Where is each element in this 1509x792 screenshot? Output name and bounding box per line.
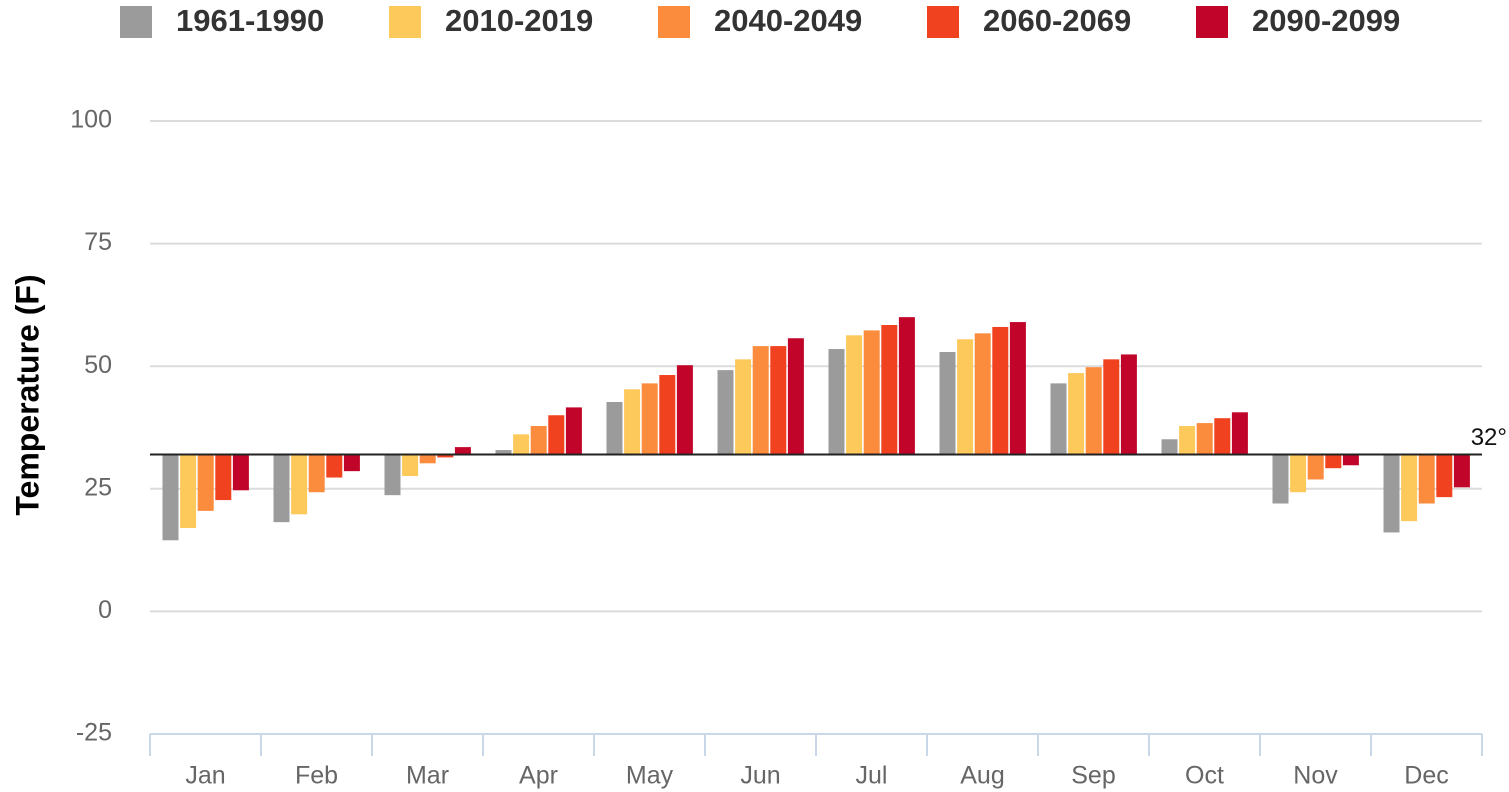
bar — [343, 454, 360, 472]
y-tick-label: 50 — [84, 351, 112, 379]
legend-swatch — [120, 6, 152, 38]
x-tick-label: Dec — [1404, 762, 1448, 790]
bar — [735, 359, 752, 455]
x-tick-label: Mar — [406, 762, 449, 790]
bar — [939, 351, 956, 455]
bar — [606, 401, 623, 455]
x-tick-label: May — [626, 762, 674, 790]
bar — [1161, 439, 1178, 455]
baseline-label: 32° — [1471, 424, 1507, 451]
bar — [326, 454, 343, 478]
bar — [273, 454, 290, 523]
bar — [752, 346, 769, 455]
legend-label: 2040-2049 — [714, 3, 862, 38]
legend-label: 2090-2099 — [1252, 3, 1400, 38]
bar — [957, 339, 974, 455]
bar — [1103, 359, 1120, 455]
bar — [1401, 454, 1418, 522]
bar — [180, 454, 197, 529]
bar — [308, 454, 325, 493]
bar — [863, 330, 880, 455]
bar — [1179, 426, 1196, 455]
bar — [1231, 412, 1248, 455]
bar — [846, 335, 863, 455]
x-tick-label: Aug — [960, 762, 1004, 790]
bar — [659, 375, 676, 455]
bar — [454, 447, 471, 455]
legend-swatch — [389, 6, 421, 38]
bar — [992, 326, 1009, 455]
y-axis-label: Temperature (F) — [9, 274, 45, 515]
bar — [787, 338, 804, 455]
bar — [1068, 373, 1085, 455]
bar — [1290, 454, 1307, 493]
y-tick-label: 75 — [84, 228, 112, 256]
bar — [1325, 454, 1342, 469]
legend-swatch — [927, 6, 959, 38]
bar — [530, 426, 547, 455]
y-tick-label: 25 — [84, 473, 112, 501]
bar — [1214, 418, 1231, 455]
x-tick-label: Jun — [740, 762, 780, 790]
legend-label: 2060-2069 — [983, 3, 1131, 38]
bar — [1050, 383, 1067, 455]
bar — [1272, 454, 1289, 504]
bar — [419, 454, 436, 464]
y-tick-label: 100 — [70, 106, 112, 134]
bar — [1307, 454, 1324, 480]
bar — [291, 454, 308, 515]
bar — [641, 383, 658, 455]
bar — [1418, 454, 1435, 504]
bar — [881, 325, 898, 455]
bar — [828, 349, 845, 455]
x-tick-label: Oct — [1185, 762, 1224, 790]
bar — [197, 454, 214, 511]
bar — [974, 333, 991, 455]
bar — [548, 415, 565, 455]
bar — [770, 346, 787, 455]
bar — [898, 317, 915, 455]
legend-label: 2010-2019 — [445, 3, 593, 38]
bar — [162, 454, 179, 541]
bar — [565, 407, 582, 455]
bar — [1436, 454, 1453, 498]
bar — [1009, 322, 1026, 455]
bar — [215, 454, 232, 501]
legend-label: 1961-1990 — [176, 3, 324, 38]
bar — [717, 370, 734, 455]
bar — [232, 454, 249, 491]
legend-swatch — [1196, 6, 1228, 38]
bar — [513, 434, 530, 455]
bar — [1196, 423, 1213, 455]
bar — [437, 454, 454, 458]
bar — [1120, 354, 1137, 455]
x-tick-label: Sep — [1071, 762, 1115, 790]
x-tick-label: Apr — [519, 762, 558, 790]
x-tick-label: Jul — [856, 762, 888, 790]
legend-swatch — [658, 6, 690, 38]
bar — [495, 450, 512, 455]
y-tick-label: 0 — [98, 596, 112, 624]
bar — [1383, 454, 1400, 533]
x-tick-label: Feb — [295, 762, 338, 790]
bar — [402, 454, 419, 477]
bar — [1085, 367, 1102, 455]
bar — [624, 389, 641, 455]
y-tick-label: -25 — [76, 719, 112, 747]
x-tick-label: Jan — [185, 762, 225, 790]
bar — [676, 365, 693, 455]
bar — [1342, 454, 1359, 466]
bar — [384, 454, 401, 496]
bar — [1453, 454, 1470, 488]
x-tick-label: Nov — [1293, 762, 1338, 790]
